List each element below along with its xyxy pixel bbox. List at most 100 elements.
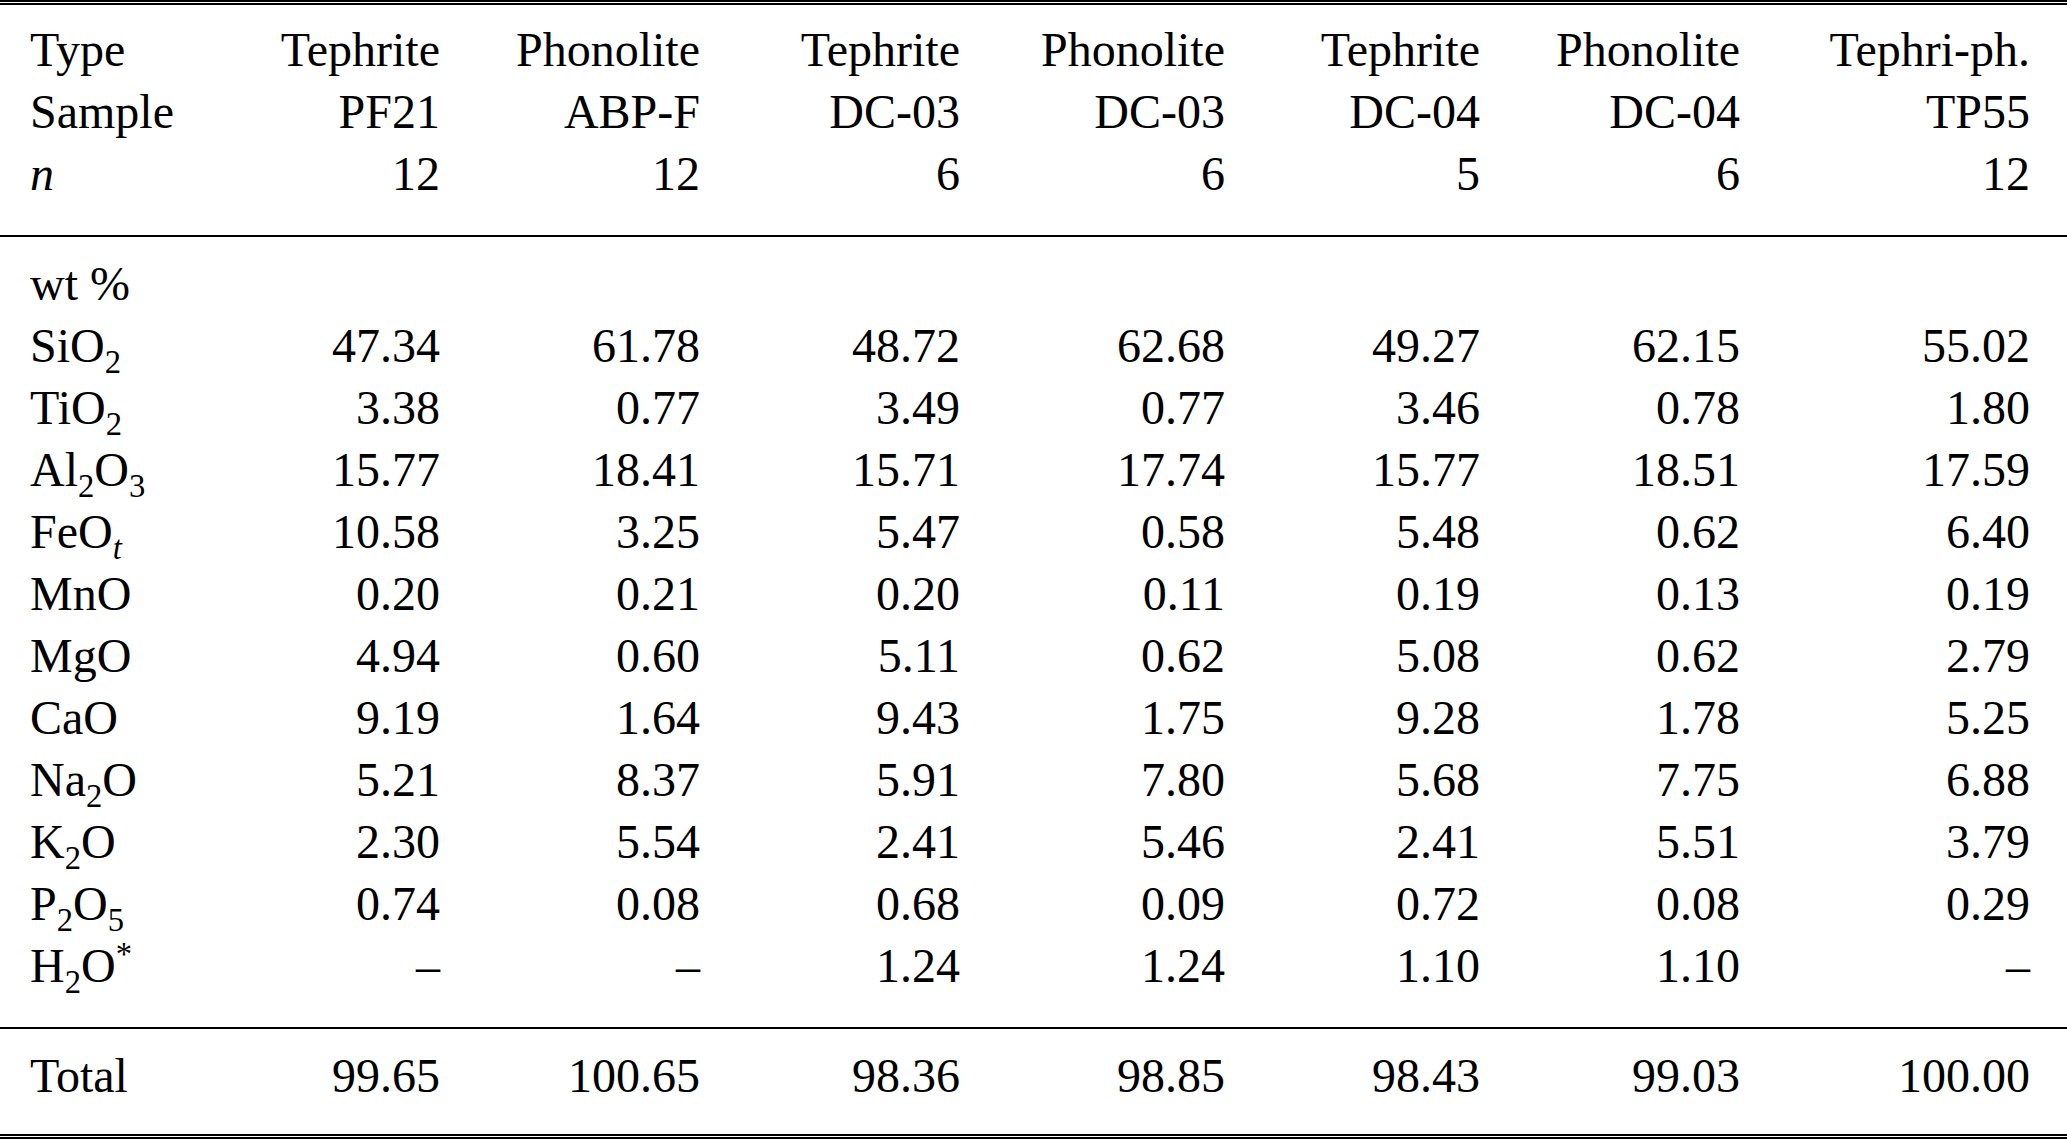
formula-text: O	[94, 443, 129, 496]
empty-cell	[180, 236, 440, 315]
formula-text: FeO	[30, 505, 113, 558]
table-row: K2O 2.30 5.54 2.41 5.46 2.41 5.51 3.79	[0, 811, 2067, 873]
value-cell: –	[440, 935, 700, 1028]
column-n: 12	[1740, 143, 2067, 236]
row-label-mno: MnO	[0, 563, 180, 625]
value-cell: 5.11	[700, 625, 960, 687]
value-cell: 5.25	[1740, 687, 2067, 749]
value-cell: 3.46	[1225, 377, 1480, 439]
value-cell: 0.19	[1225, 563, 1480, 625]
value-cell: 0.77	[960, 377, 1225, 439]
empty-cell	[1225, 236, 1480, 315]
empty-cell	[1480, 236, 1740, 315]
value-cell: 15.71	[700, 439, 960, 501]
value-cell: 5.47	[700, 501, 960, 563]
formula-sub: 3	[129, 468, 145, 504]
value-cell: 5.68	[1225, 749, 1480, 811]
value-cell: 5.51	[1480, 811, 1740, 873]
value-cell: 17.59	[1740, 439, 2067, 501]
value-cell: 0.11	[960, 563, 1225, 625]
column-type: Tephrite	[180, 3, 440, 82]
total-cell: 99.03	[1480, 1028, 1740, 1137]
total-label: Total	[0, 1028, 180, 1137]
value-cell: 5.21	[180, 749, 440, 811]
value-cell: 61.78	[440, 315, 700, 377]
formula-text: O	[81, 815, 116, 868]
empty-cell	[440, 236, 700, 315]
value-cell: 5.54	[440, 811, 700, 873]
formula-text: K	[30, 815, 65, 868]
value-cell: 0.21	[440, 563, 700, 625]
row-label-mgo: MgO	[0, 625, 180, 687]
table-row: Na2O 5.21 8.37 5.91 7.80 5.68 7.75 6.88	[0, 749, 2067, 811]
value-cell: 8.37	[440, 749, 700, 811]
total-cell: 98.85	[960, 1028, 1225, 1137]
value-cell: 0.72	[1225, 873, 1480, 935]
value-cell: 62.68	[960, 315, 1225, 377]
section-row: wt %	[0, 236, 2067, 315]
table-row: MnO 0.20 0.21 0.20 0.11 0.19 0.13 0.19	[0, 563, 2067, 625]
formula-text: CaO	[30, 691, 118, 744]
value-cell: 15.77	[1225, 439, 1480, 501]
value-cell: 1.78	[1480, 687, 1740, 749]
total-cell: 100.65	[440, 1028, 700, 1137]
formula-text: MgO	[30, 629, 131, 682]
value-cell: 1.75	[960, 687, 1225, 749]
value-cell: 1.10	[1225, 935, 1480, 1028]
column-type: Tephri-ph.	[1740, 3, 2067, 82]
value-cell: 0.09	[960, 873, 1225, 935]
paper-table-page: Type Tephrite Phonolite Tephrite Phonoli…	[0, 0, 2067, 1139]
value-cell: 0.13	[1480, 563, 1740, 625]
value-cell: 9.19	[180, 687, 440, 749]
formula-text: MnO	[30, 567, 131, 620]
table-row: FeOt 10.58 3.25 5.47 0.58 5.48 0.62 6.40	[0, 501, 2067, 563]
table-row: CaO 9.19 1.64 9.43 1.75 9.28 1.78 5.25	[0, 687, 2067, 749]
value-cell: 0.19	[1740, 563, 2067, 625]
value-cell: 4.94	[180, 625, 440, 687]
value-cell: 0.74	[180, 873, 440, 935]
sample-label: Sample	[0, 81, 180, 143]
geochemistry-table: Type Tephrite Phonolite Tephrite Phonoli…	[0, 0, 2067, 1139]
value-cell: 0.77	[440, 377, 700, 439]
column-sample: DC-04	[1480, 81, 1740, 143]
total-cell: 99.65	[180, 1028, 440, 1137]
value-cell: 2.79	[1740, 625, 2067, 687]
formula-sub: 2	[86, 778, 102, 814]
value-cell: 1.24	[960, 935, 1225, 1028]
total-row: Total 99.65 100.65 98.36 98.85 98.43 99.…	[0, 1028, 2067, 1137]
value-cell: 5.91	[700, 749, 960, 811]
formula-text: O	[73, 877, 108, 930]
header-row-sample: Sample PF21 ABP-F DC-03 DC-03 DC-04 DC-0…	[0, 81, 2067, 143]
value-cell: 2.41	[1225, 811, 1480, 873]
formula-sub: 2	[78, 468, 94, 504]
value-cell: 0.78	[1480, 377, 1740, 439]
formula-text: O	[102, 753, 137, 806]
table-row: P2O5 0.74 0.08 0.68 0.09 0.72 0.08 0.29	[0, 873, 2067, 935]
table-row: MgO 4.94 0.60 5.11 0.62 5.08 0.62 2.79	[0, 625, 2067, 687]
column-type: Phonolite	[1480, 3, 1740, 82]
value-cell: 18.41	[440, 439, 700, 501]
formula-sup: *	[116, 936, 132, 972]
column-type: Phonolite	[440, 3, 700, 82]
formula-sub: 2	[65, 964, 81, 1000]
table-body: wt % SiO2 47.34 61.78 48.72 62.68 49.27 …	[0, 236, 2067, 1028]
value-cell: 0.62	[1480, 501, 1740, 563]
value-cell: 5.46	[960, 811, 1225, 873]
value-cell: 15.77	[180, 439, 440, 501]
column-sample: PF21	[180, 81, 440, 143]
column-n: 6	[700, 143, 960, 236]
value-cell: 62.15	[1480, 315, 1740, 377]
formula-sub: 2	[65, 840, 81, 876]
value-cell: 1.10	[1480, 935, 1740, 1028]
column-n: 6	[960, 143, 1225, 236]
value-cell: 2.30	[180, 811, 440, 873]
value-cell: 49.27	[1225, 315, 1480, 377]
formula-sub: t	[113, 530, 122, 566]
column-n: 12	[440, 143, 700, 236]
total-cell: 98.36	[700, 1028, 960, 1137]
value-cell: 0.20	[700, 563, 960, 625]
column-n: 6	[1480, 143, 1740, 236]
column-n: 12	[180, 143, 440, 236]
column-sample: DC-03	[960, 81, 1225, 143]
column-sample: DC-03	[700, 81, 960, 143]
